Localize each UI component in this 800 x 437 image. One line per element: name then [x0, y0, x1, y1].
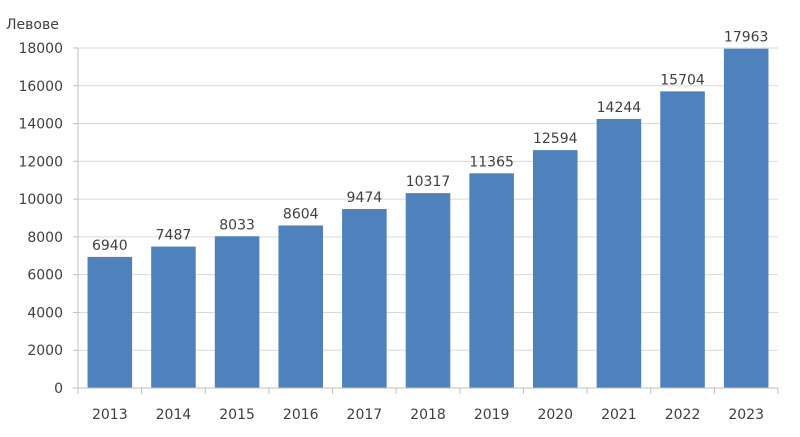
x-tick-label: 2013 — [92, 407, 128, 423]
bar-2017 — [342, 209, 387, 388]
bar-2020 — [533, 150, 578, 388]
data-label-2016: 8604 — [283, 206, 319, 222]
bar-2015 — [214, 236, 260, 388]
y-tick-label: 4000 — [27, 305, 63, 321]
y-axis: 0 2000 4000 6000 8000 10000 12000 14000 16000 180… — [18, 41, 79, 397]
bar-2022 — [660, 91, 705, 388]
data-label-2013: 6940 — [92, 238, 128, 254]
bar-2016 — [278, 225, 323, 388]
x-tick-label: 2014 — [156, 407, 192, 423]
y-axis-title: Левове — [6, 17, 59, 33]
bar-2014 — [151, 246, 196, 388]
y-tick-label: 0 — [54, 381, 63, 397]
x-tick-label: 2023 — [728, 407, 764, 423]
bar-2013 — [87, 256, 133, 388]
x-tick-label: 2022 — [665, 407, 701, 423]
x-tick-label: 2015 — [219, 407, 255, 423]
data-label-2017: 9474 — [347, 190, 383, 206]
bar-2018 — [405, 193, 451, 388]
x-tick-label: 2021 — [601, 407, 637, 423]
y-tick-label: 8000 — [27, 230, 63, 246]
y-tick-label: 16000 — [18, 79, 63, 95]
data-label-2023: 17963 — [724, 30, 769, 46]
data-label-2021: 14244 — [597, 100, 642, 116]
bar-2021 — [596, 118, 642, 389]
x-tick-label: 2020 — [537, 407, 573, 423]
bar-2023 — [723, 48, 769, 389]
data-labels: 6940 7487 8033 8604 9474 10317 11365 12594 14244… — [92, 30, 768, 254]
x-axis: 2013 2014 2015 2016 2017 2018 2019 2020 2021 2022… — [77, 387, 779, 423]
x-tick-label: 2018 — [410, 407, 446, 423]
data-label-2014: 7487 — [156, 228, 192, 244]
y-tick-label: 14000 — [18, 117, 63, 133]
y-tick-label: 2000 — [27, 343, 63, 359]
y-tick-label: 12000 — [18, 154, 63, 170]
y-tick-label: 18000 — [18, 41, 63, 57]
y-tick-label: 10000 — [18, 192, 63, 208]
x-tick-label: 2016 — [283, 407, 319, 423]
y-tick-label: 6000 — [27, 268, 63, 284]
data-label-2018: 10317 — [406, 174, 451, 190]
x-tick-label: 2019 — [474, 407, 510, 423]
x-tick-label: 2017 — [347, 407, 383, 423]
data-label-2019: 11365 — [469, 154, 514, 170]
data-label-2022: 15704 — [660, 72, 705, 88]
data-label-2020: 12594 — [533, 131, 578, 147]
bar-2019 — [469, 173, 514, 388]
bars — [87, 48, 769, 389]
data-label-2015: 8033 — [219, 217, 255, 233]
